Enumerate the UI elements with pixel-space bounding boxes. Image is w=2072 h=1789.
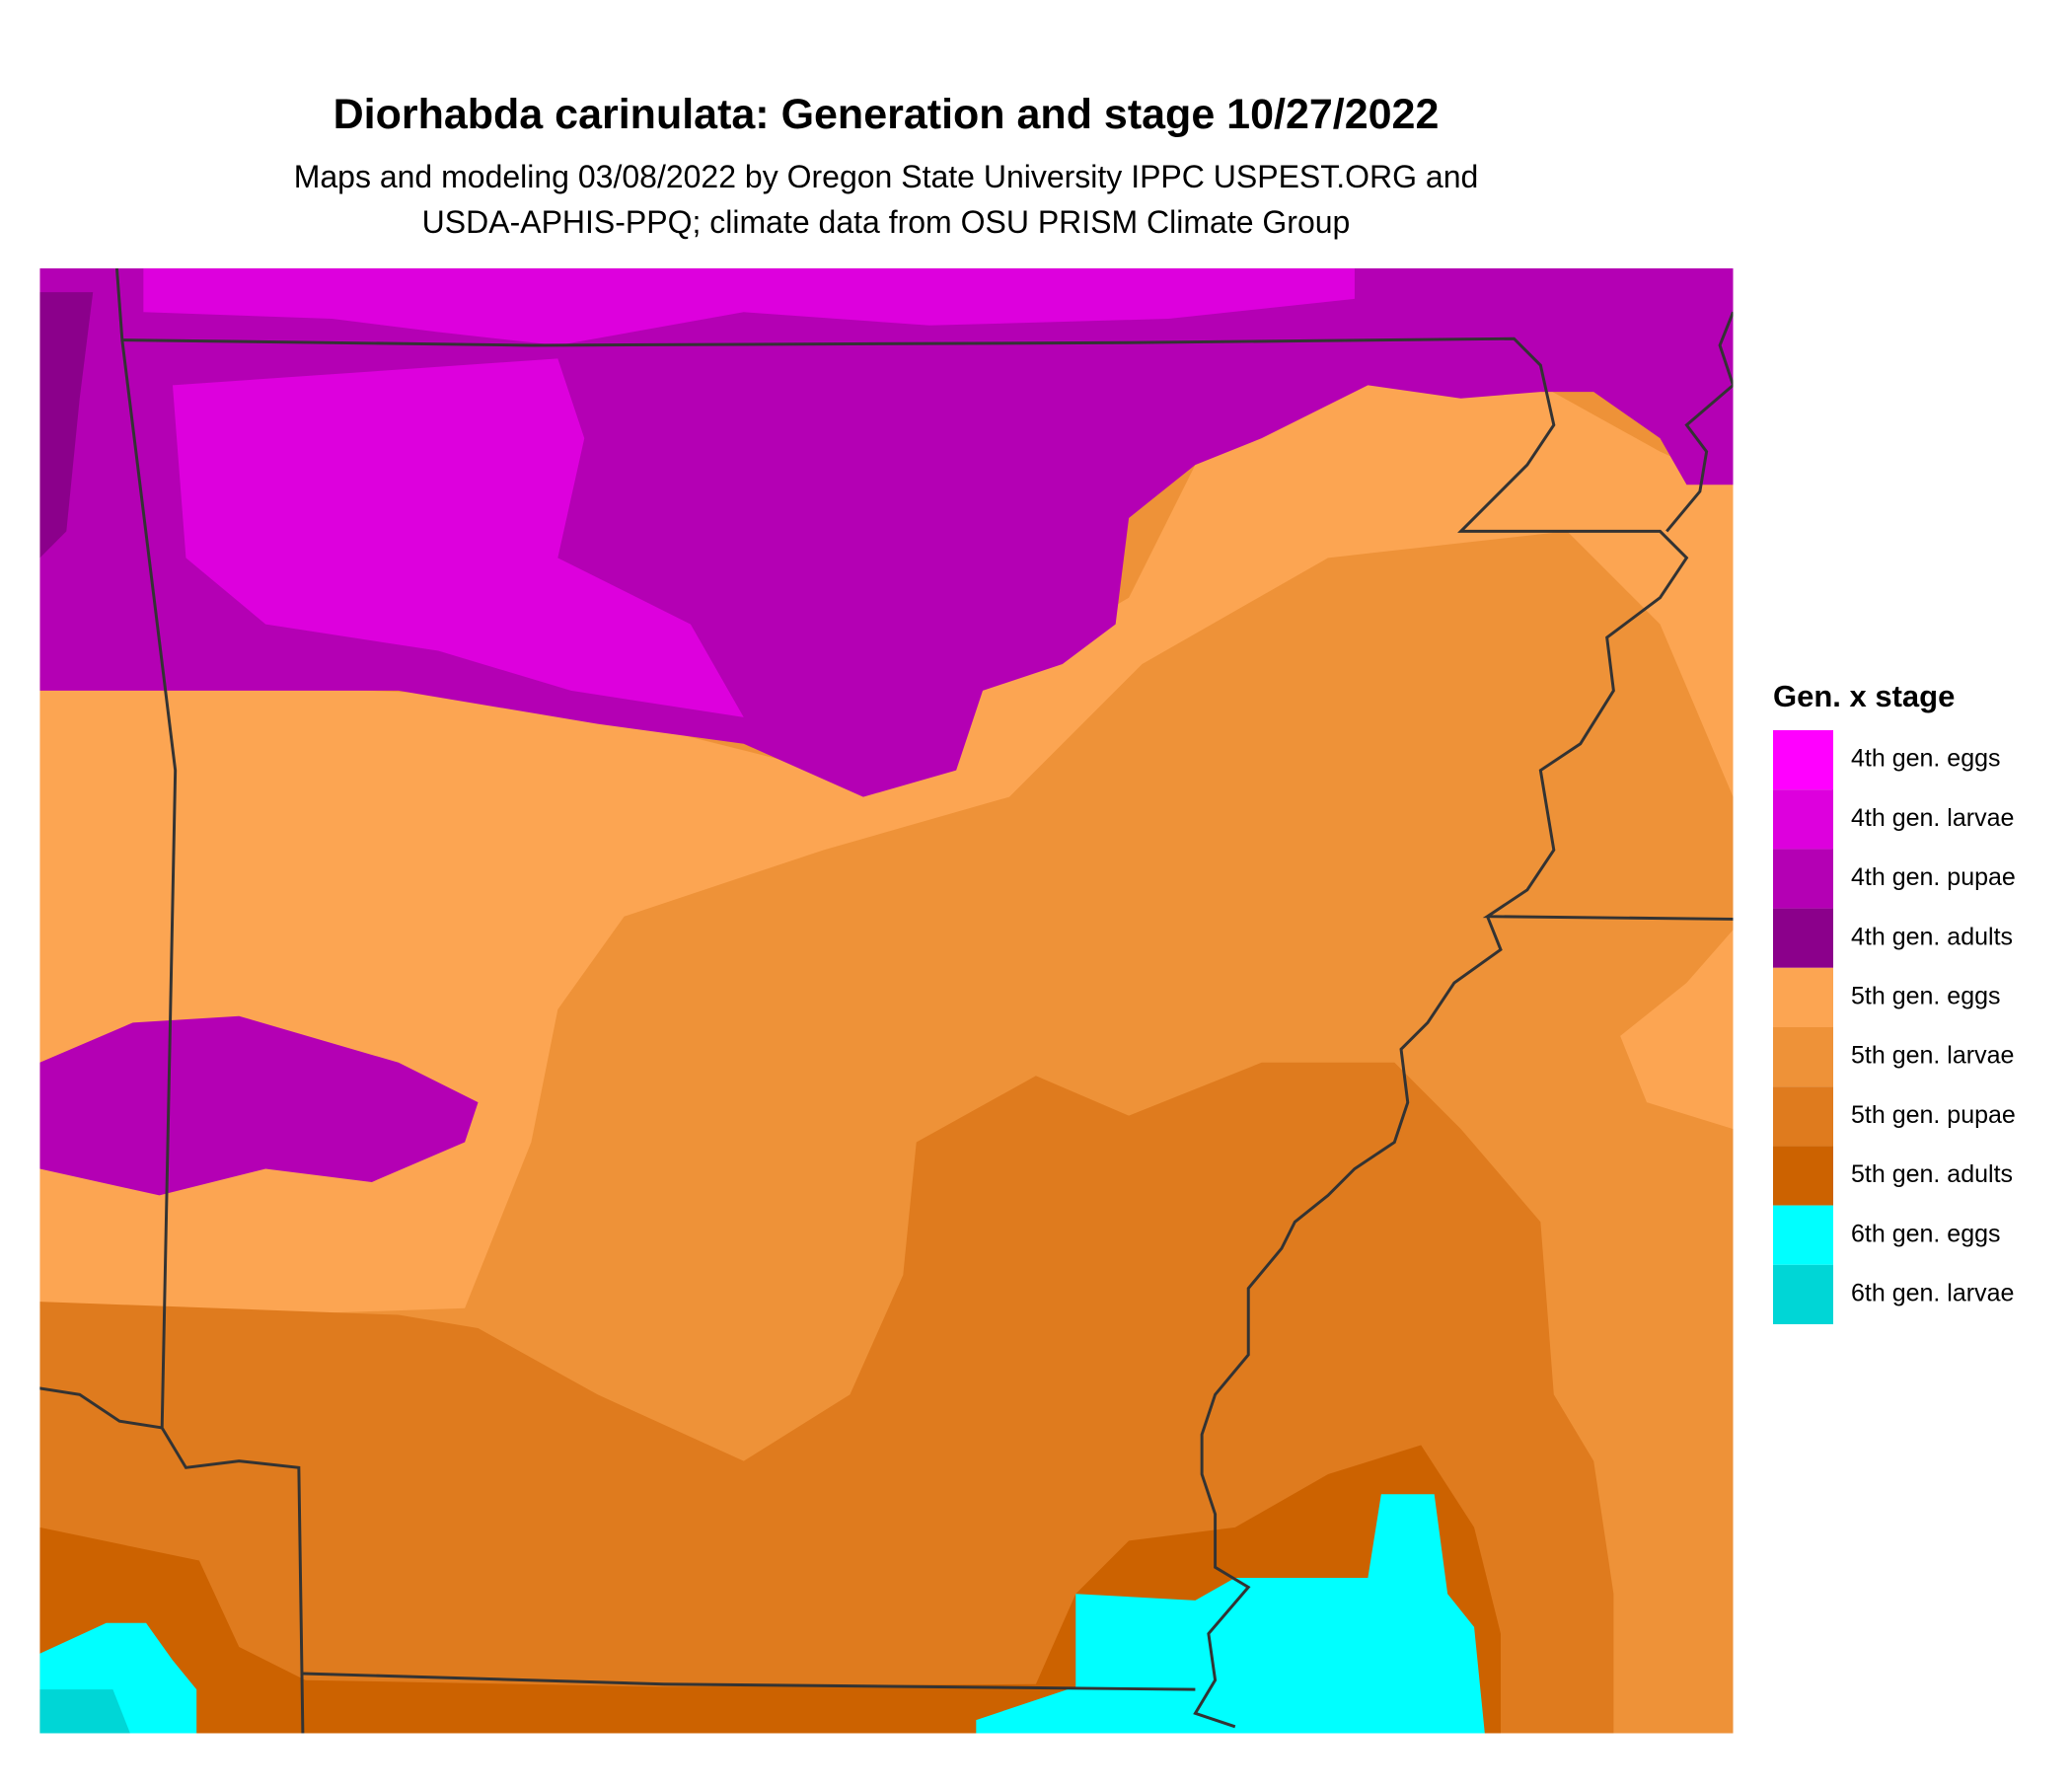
region-6th-eggs — [976, 1494, 1485, 1734]
state-border — [39, 1386, 163, 1430]
legend-swatch — [1773, 730, 1833, 790]
legend-swatch — [1773, 1205, 1833, 1265]
legend-label: 5th gen. eggs — [1851, 983, 2001, 1010]
legend-label: 4th gen. adults — [1851, 923, 2013, 950]
legend-label: 6th gen. larvae — [1851, 1280, 2014, 1307]
legend-label: 4th gen. larvae — [1851, 804, 2014, 832]
legend-label: 4th gen. pupae — [1851, 863, 2016, 891]
legend-swatch — [1773, 1264, 1833, 1324]
region-4th-larvae — [143, 267, 1355, 345]
legend-swatch — [1773, 967, 1833, 1027]
map-subtitle: USDA-APHIS-PPQ; climate data from OSU PR… — [422, 204, 1351, 240]
legend-label: 5th gen. larvae — [1851, 1042, 2014, 1070]
legend-label: 4th gen. eggs — [1851, 745, 2001, 773]
legend-title: Gen. x stage — [1773, 679, 1955, 713]
river-border — [1193, 311, 1734, 1729]
legend-swatch — [1773, 1027, 1833, 1087]
region-6th-larvae — [39, 1689, 130, 1734]
map-subtitle: Maps and modeling 03/08/2022 by Oregon S… — [294, 159, 1479, 194]
legend-swatch — [1773, 849, 1833, 909]
state-border — [120, 339, 305, 1734]
legend: 4th gen. eggs 4th gen. larvae 4th gen. pup… — [1773, 730, 2016, 1324]
map-title: Diorhabda carinulata: Generation and sta… — [333, 91, 1440, 138]
legend-swatch — [1773, 1086, 1833, 1147]
region-5th-eggs — [39, 358, 1734, 1315]
region-4th-pupae — [39, 1015, 479, 1196]
state-border — [302, 1672, 1196, 1691]
state-border — [114, 267, 1734, 921]
legend-swatch — [1773, 908, 1833, 968]
region-5th-eggs — [1620, 930, 1734, 1130]
region-4th-adults — [39, 292, 94, 559]
legend-label: 5th gen. adults — [1851, 1160, 2013, 1188]
map — [39, 267, 1734, 1734]
region-4th-larvae — [172, 358, 744, 717]
legend-swatch — [1773, 789, 1833, 850]
legend-label: 6th gen. eggs — [1851, 1220, 2001, 1247]
legend-label: 5th gen. pupae — [1851, 1101, 2016, 1129]
legend-swatch — [1773, 1146, 1833, 1206]
